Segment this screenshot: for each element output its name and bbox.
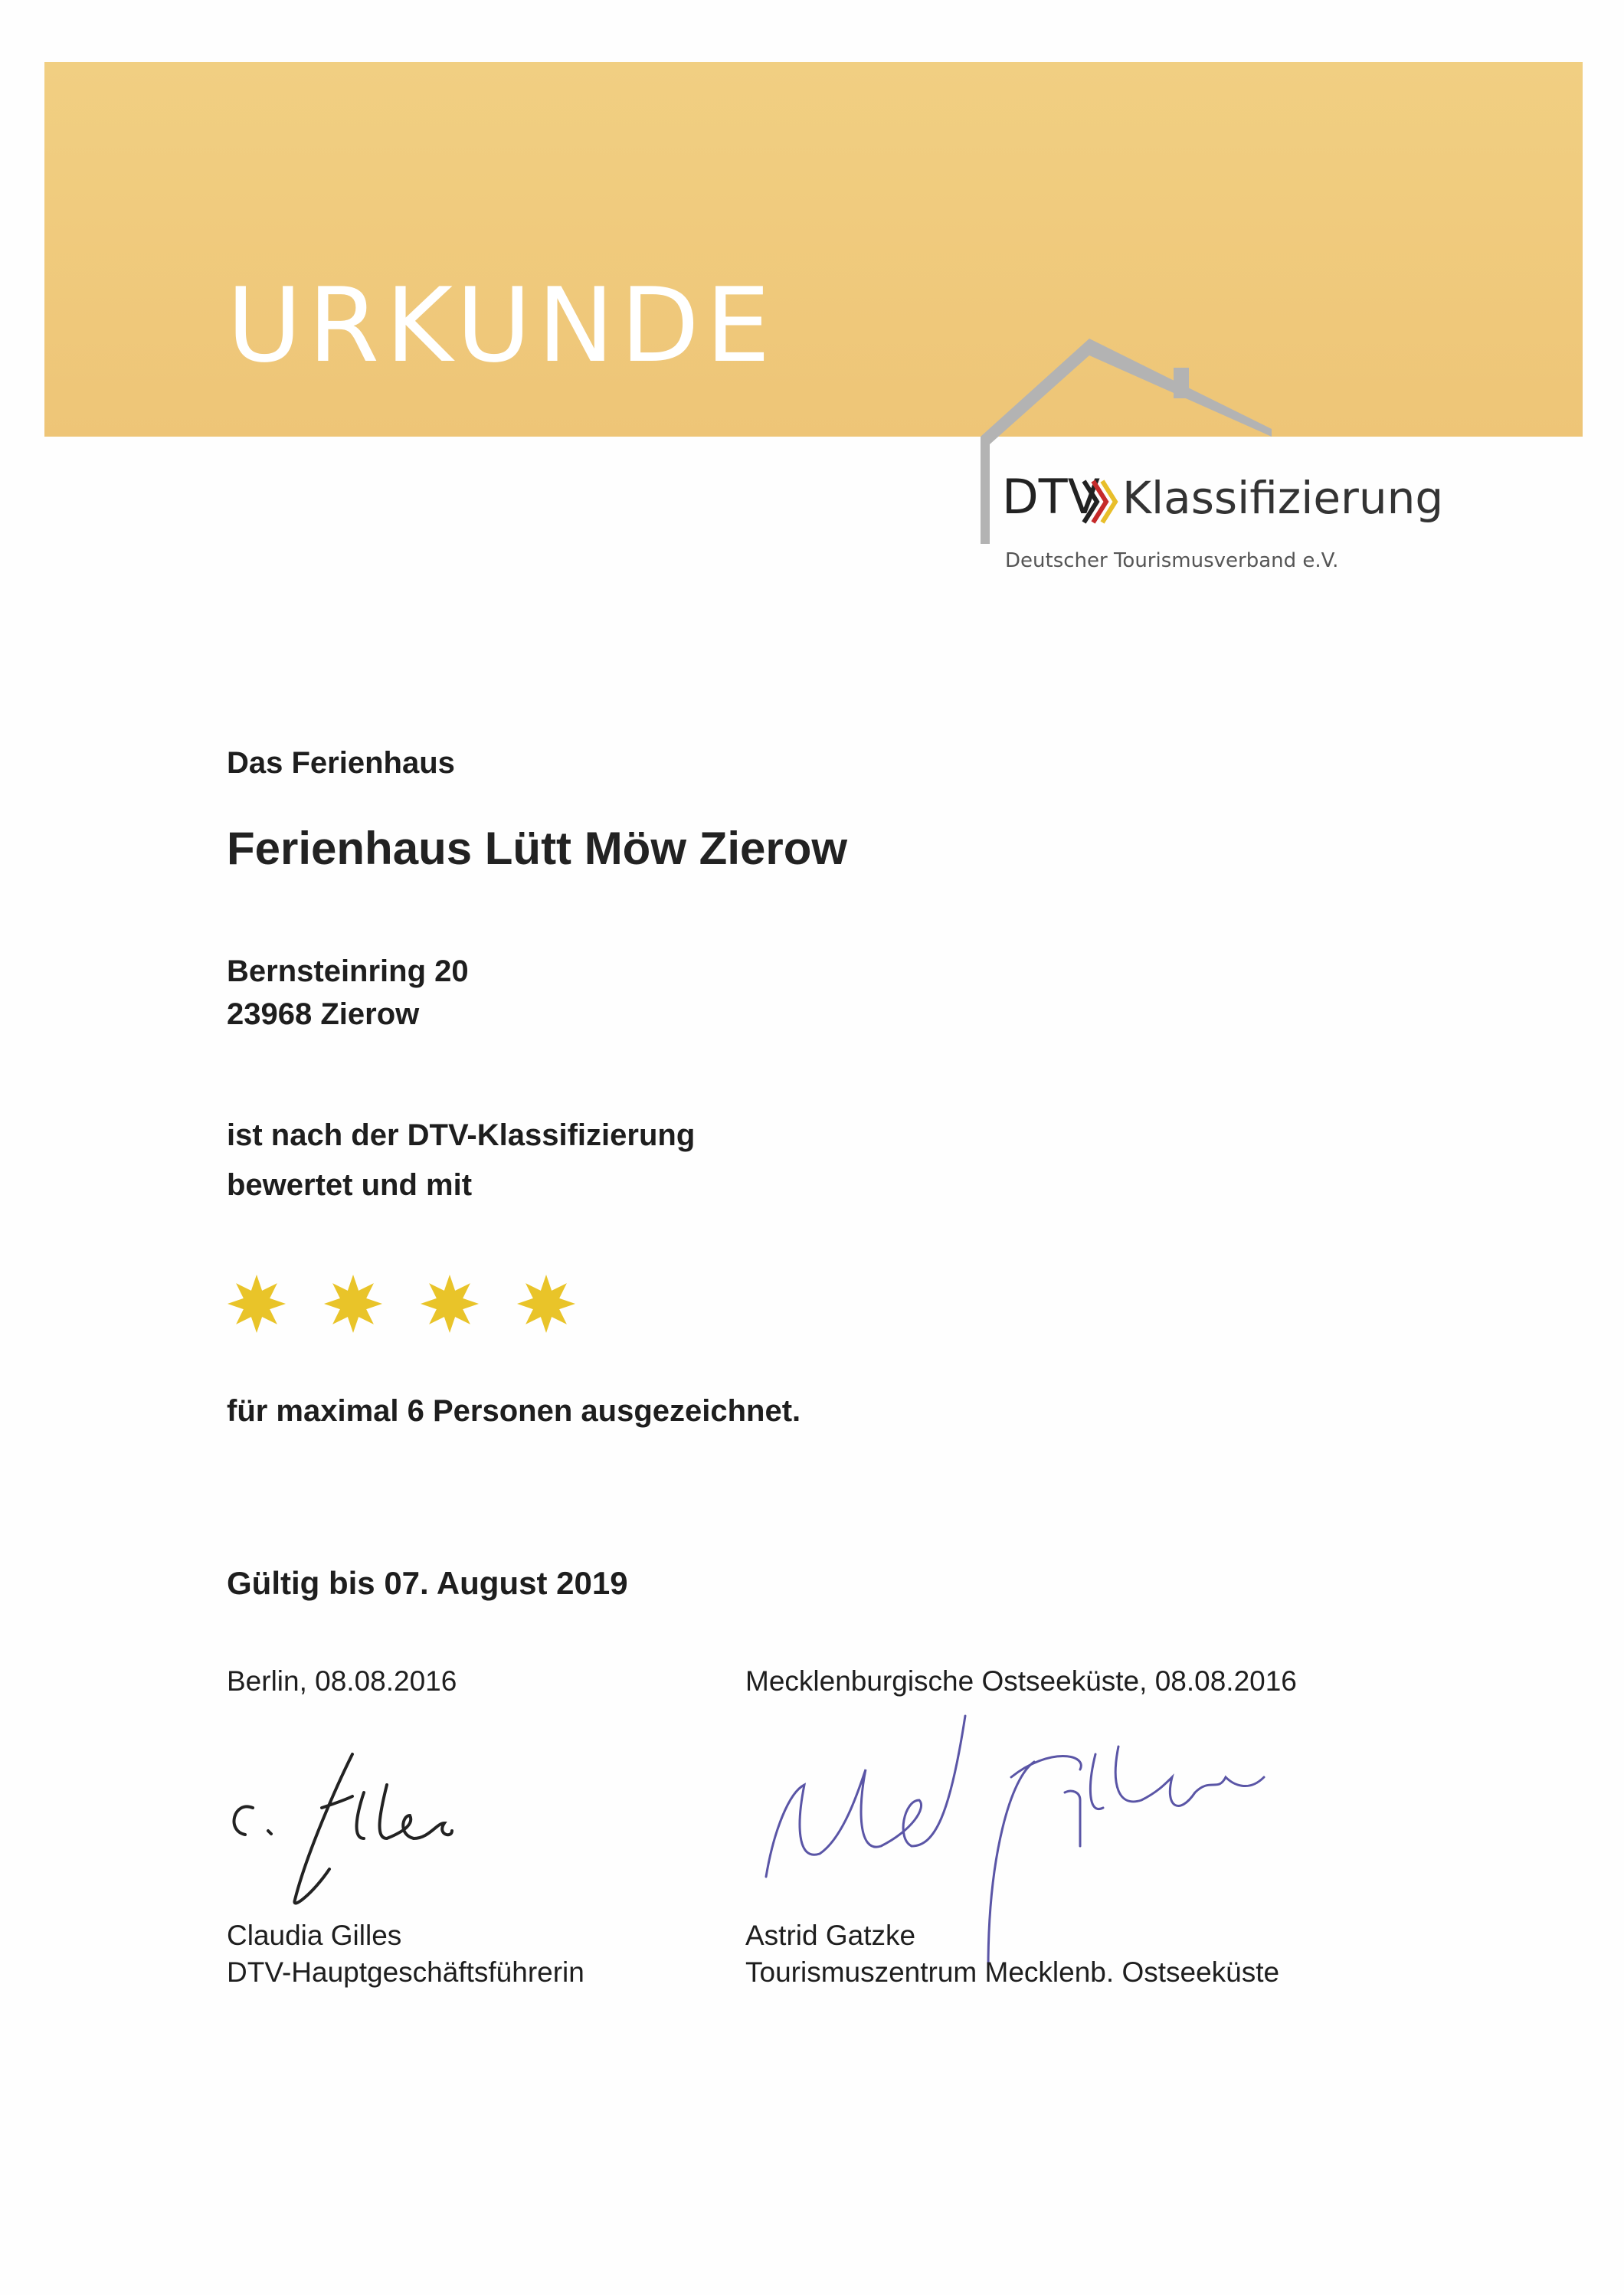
star-icon [420,1273,480,1334]
chevron-black-icon [1082,480,1100,524]
logo-brand: DTV [1002,469,1100,525]
rated-line2: bewertet und mit [227,1168,473,1202]
star-rating [227,1273,576,1334]
logo-org: Deutscher Tourismusverband e.V. [1005,549,1338,572]
star-icon [516,1273,576,1334]
chevron-gold-icon [1100,480,1118,524]
house-chimney-icon [1174,368,1189,398]
header-banner [44,62,1583,437]
star-icon [323,1273,383,1334]
award-line: für maximal 6 Personen ausgezeichnet. [227,1394,801,1428]
signatory2-role: Tourismuszentrum Mecklenb. Ostseeküste [745,1956,1280,1988]
signatory1-place-date: Berlin, 08.08.2016 [227,1665,457,1697]
address-line2: 23968 Zierow [227,997,420,1031]
property-name: Ferienhaus Lütt Möw Zierow [227,823,848,874]
document-title: URKUNDE [227,266,777,385]
address-line1: Bernsteinring 20 [227,954,469,988]
signatory2-name: Astrid Gatzke [745,1920,916,1951]
intro-text: Das Ferienhaus [227,746,455,780]
signatory2-place-date: Mecklenburgische Ostseeküste, 08.08.2016 [745,1665,1297,1697]
signatory1-role: DTV-Hauptgeschäftsführerin [227,1956,584,1988]
validity-text: Gültig bis 07. August 2019 [227,1565,628,1601]
signature-astrid-gatzke [765,1714,1265,1970]
dtv-logo: DTV Klassifizierung Deutscher Tourismusv… [981,339,1443,572]
signatory1-name: Claudia Gilles [227,1920,402,1951]
logo-name: Klassifizierung [1122,472,1443,524]
star-icon [227,1273,286,1334]
signature-claudia-gilles [232,1753,453,1905]
rated-line1: ist nach der DTV-Klassifizierung [227,1118,696,1152]
chevron-red-icon [1091,480,1109,524]
